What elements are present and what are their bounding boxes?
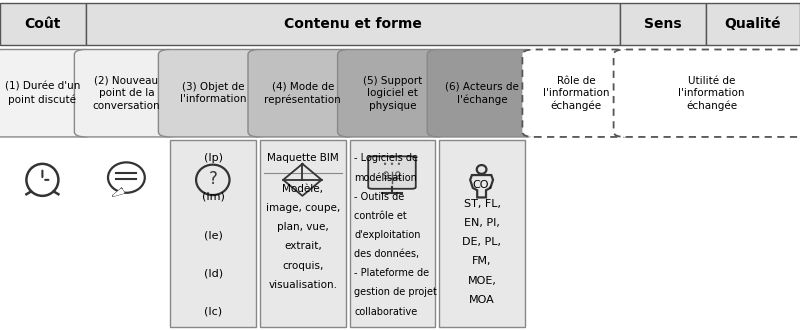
Text: DE, PL,: DE, PL, [462,237,502,247]
Text: Maquette BIM: Maquette BIM [267,153,338,163]
Text: modélisation: modélisation [354,173,418,182]
Text: Coût: Coût [25,17,61,31]
FancyBboxPatch shape [248,50,358,137]
Text: gestion de projet: gestion de projet [354,287,438,297]
Text: (3) Objet de
l'information: (3) Objet de l'information [180,82,246,104]
Text: ST, FL,: ST, FL, [463,199,501,209]
Text: (Id): (Id) [204,268,222,278]
Text: (5) Support
logiciel et
physique: (5) Support logiciel et physique [362,76,422,111]
Text: croquis,: croquis, [282,261,323,271]
Polygon shape [113,189,124,196]
Text: ?: ? [208,170,218,188]
Text: Modèle,: Modèle, [282,184,323,194]
Text: (Ip): (Ip) [204,153,222,163]
Text: d'exploitation: d'exploitation [354,230,421,240]
Text: (Im): (Im) [202,192,225,202]
FancyBboxPatch shape [368,156,416,189]
FancyBboxPatch shape [260,140,346,327]
Text: Utilité de
l'information
échangée: Utilité de l'information échangée [678,76,745,111]
Text: (2) Nouveau
point de la
conversation: (2) Nouveau point de la conversation [93,76,160,111]
FancyBboxPatch shape [74,50,178,137]
Text: MOE,: MOE, [467,276,497,285]
FancyBboxPatch shape [158,50,268,137]
Text: des données,: des données, [354,249,419,259]
FancyBboxPatch shape [620,3,706,45]
Text: plan, vue,: plan, vue, [277,222,329,232]
FancyBboxPatch shape [86,3,620,45]
FancyBboxPatch shape [338,50,447,137]
Text: collaborative: collaborative [354,307,418,316]
Text: (Ic): (Ic) [204,307,222,316]
Text: visualisation.: visualisation. [268,280,338,290]
Text: Contenu et forme: Contenu et forme [284,17,422,31]
Text: Rôle de
l'information
échangée: Rôle de l'information échangée [543,76,610,111]
FancyBboxPatch shape [706,3,800,45]
FancyBboxPatch shape [439,140,525,327]
FancyBboxPatch shape [170,140,256,327]
FancyBboxPatch shape [350,140,435,327]
Text: - Logiciels de: - Logiciels de [354,153,418,163]
FancyBboxPatch shape [0,50,94,137]
Ellipse shape [391,163,393,165]
Text: extrait,: extrait, [284,242,322,251]
Text: CO,: CO, [472,180,492,190]
FancyBboxPatch shape [522,50,630,137]
Text: contrôle et: contrôle et [354,211,407,221]
Text: (1) Durée d'un
point discuté: (1) Durée d'un point discuté [5,82,80,105]
FancyBboxPatch shape [614,50,800,137]
Text: - Plateforme de: - Plateforme de [354,268,430,278]
Text: (6) Acteurs de
l'échange: (6) Acteurs de l'échange [445,82,519,105]
FancyBboxPatch shape [0,3,86,45]
Text: EN, PI,: EN, PI, [464,218,500,228]
Text: (Ie): (Ie) [204,230,222,240]
Text: Sens: Sens [644,17,682,31]
Ellipse shape [398,163,400,165]
Text: (4) Mode de
représentation: (4) Mode de représentation [265,82,341,105]
Ellipse shape [384,163,386,165]
FancyBboxPatch shape [427,50,537,137]
Text: image, coupe,: image, coupe, [266,203,340,213]
Text: Qualité: Qualité [725,17,781,31]
Text: - Outils de: - Outils de [354,192,405,202]
Text: FM,: FM, [472,256,492,266]
Text: MOA: MOA [469,295,495,305]
